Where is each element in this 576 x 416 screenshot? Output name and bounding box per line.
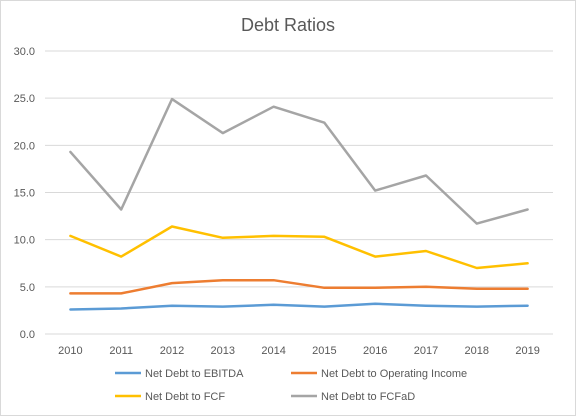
chart-title: Debt Ratios (241, 15, 335, 35)
x-tick-label: 2011 (109, 345, 133, 357)
x-tick-label: 2019 (515, 345, 539, 357)
series-line-3 (69, 225, 529, 270)
x-axis-tick-labels: 2010 2011 2012 2013 2014 2015 2016 2017 2018 2019 (58, 345, 540, 357)
x-tick-label: 2013 (211, 345, 235, 357)
y-axis-tick-labels: 0.0 5.0 10.0 15.0 20.0 25.0 30.0 (14, 46, 35, 341)
y-tick-label: 5.0 (20, 282, 35, 294)
x-tick-label: 2018 (465, 345, 489, 357)
legend: Net Debt to EBITDA Net Debt to Operating … (115, 368, 467, 403)
x-tick-label: 2014 (261, 345, 285, 357)
x-tick-label: 2017 (414, 345, 438, 357)
series-lines (69, 97, 529, 311)
x-tick-label: 2016 (363, 345, 387, 357)
series-line-1 (69, 302, 529, 311)
legend-label: Net Debt to FCF (145, 391, 225, 403)
legend-label: Net Debt to EBITDA (145, 368, 244, 380)
x-tick-label: 2015 (312, 345, 336, 357)
series-line-2 (69, 278, 529, 295)
x-tick-label: 2010 (58, 345, 82, 357)
gridlines (45, 50, 553, 335)
y-tick-label: 25.0 (14, 93, 35, 105)
x-tick-label: 2012 (160, 345, 184, 357)
y-tick-label: 30.0 (14, 46, 35, 58)
legend-label: Net Debt to FCFaD (321, 391, 415, 403)
y-tick-label: 15.0 (14, 188, 35, 200)
y-tick-label: 0.0 (20, 329, 35, 341)
y-tick-label: 20.0 (14, 140, 35, 152)
legend-label: Net Debt to Operating Income (321, 368, 467, 380)
y-tick-label: 10.0 (14, 235, 35, 247)
series-line-4 (69, 97, 529, 225)
